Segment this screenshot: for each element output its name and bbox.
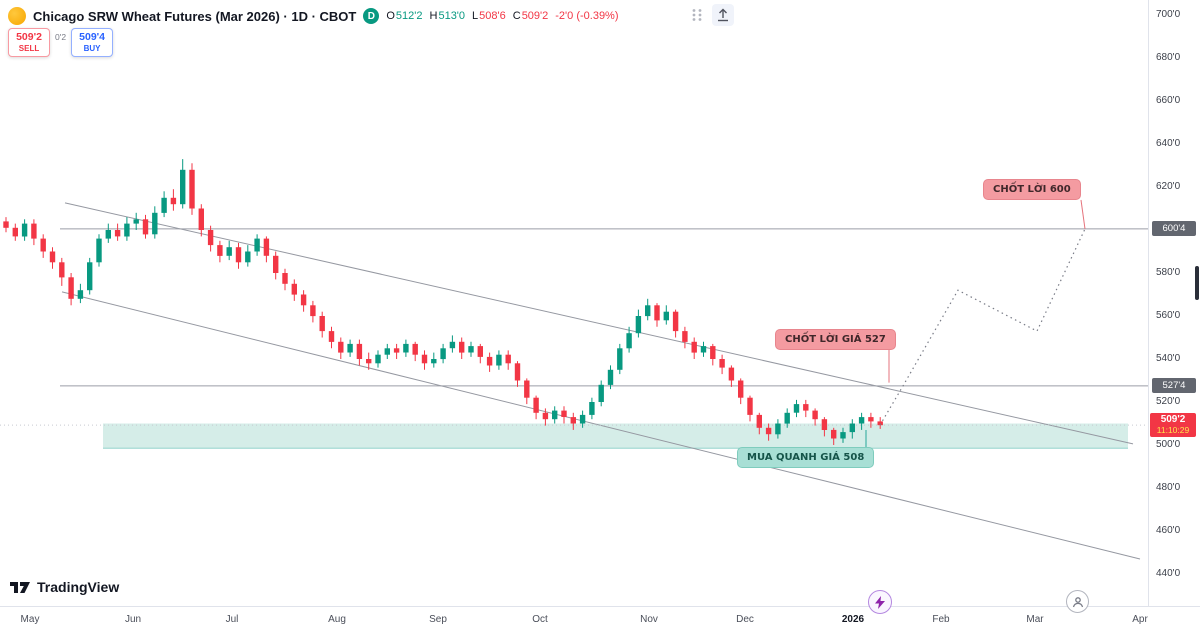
time-axis-label: Aug [328, 614, 346, 625]
time-axis-label: Jun [124, 614, 142, 625]
symbol-title[interactable]: Chicago SRW Wheat Futures (Mar 2026) · 1… [33, 8, 357, 24]
time-axis-label: Mar [1026, 614, 1044, 625]
spread-value: 0'2 [55, 32, 67, 42]
price-tick: 540'0 [1156, 353, 1181, 364]
tradingview-brand[interactable]: TradingView [10, 578, 119, 596]
ohlc-h: H513'0 [429, 10, 466, 22]
time-axis-label: Sep [429, 614, 447, 625]
ohlc-l: L508'6 [472, 10, 506, 22]
price-tick: 500'0 [1156, 439, 1181, 450]
buy-label: BUY [83, 44, 101, 53]
annotation-take-profit-527[interactable]: CHỐT LỜI GIÁ 527 [775, 329, 896, 350]
level-price-badge: 600'4 [1152, 220, 1196, 236]
current-price-badge: 509'2 11:10:29 [1150, 413, 1196, 438]
current-price: 509'2 [1160, 414, 1186, 426]
change-value: -2'0 (-0.39%) [555, 10, 619, 22]
symbol-logo [8, 7, 26, 25]
candlestick-chart[interactable] [0, 0, 1148, 606]
time-axis-label: 2026 [841, 614, 865, 625]
price-scale-scrollbar[interactable] [1195, 266, 1199, 300]
brand-name: TradingView [37, 579, 120, 595]
price-tick: 440'0 [1156, 568, 1181, 579]
price-tick: 660'0 [1156, 95, 1181, 106]
price-tick: 480'0 [1156, 482, 1181, 493]
publish-arrow-icon[interactable] [712, 4, 734, 26]
price-tick: 700'0 [1156, 9, 1181, 20]
price-scale[interactable]: 509'2 11:10:29 700'0 680'0 660'0 640'0 620'0… [1148, 0, 1200, 606]
interval-badge[interactable]: D [363, 8, 380, 24]
mini-toolbar [686, 4, 734, 26]
time-axis[interactable]: May Jun Jul Aug Sep Oct Nov Dec 2026 Feb Mar Apr [0, 606, 1200, 634]
price-tick: 580'0 [1156, 267, 1181, 278]
annotation-take-profit-600[interactable]: CHỐT LỜI 600 [983, 179, 1081, 200]
time-axis-label: Apr [1132, 614, 1148, 625]
ohlc-values: O512'2 H513'0 L508'6 C509'2 -2'0 (-0.39%) [386, 10, 618, 22]
time-axis-label: Dec [736, 614, 754, 625]
price-tick: 560'0 [1156, 310, 1181, 321]
time-axis-label: Oct [532, 614, 548, 625]
time-axis-label: Nov [640, 614, 658, 625]
level-price-badge: 527'4 [1152, 377, 1196, 393]
drag-handle-icon[interactable] [686, 4, 708, 26]
time-axis-label: Feb [932, 614, 950, 625]
tradingview-logo-icon [10, 582, 30, 593]
lightning-icon[interactable] [868, 590, 892, 614]
sell-price: 509'2 [16, 31, 42, 43]
user-icon[interactable] [1066, 590, 1089, 613]
buy-button[interactable]: 509'4 BUY [71, 28, 114, 57]
ohlc-c: C509'2 [512, 10, 549, 22]
price-tick: 640'0 [1156, 138, 1181, 149]
bar-countdown: 11:10:29 [1156, 425, 1190, 436]
sell-label: SELL [18, 44, 40, 53]
symbol-legend[interactable]: Chicago SRW Wheat Futures (Mar 2026) · 1… [8, 7, 619, 25]
annotation-buy-zone-508[interactable]: MUA QUANH GIÁ 508 [737, 447, 875, 468]
price-tick: 680'0 [1156, 52, 1181, 63]
time-axis-label: May [20, 614, 40, 625]
price-tick: 520'0 [1156, 396, 1181, 407]
trade-panel: 509'2 SELL 0'2 509'4 BUY [8, 28, 114, 57]
sell-button[interactable]: 509'2 SELL [8, 28, 50, 57]
time-axis-label: Jul [225, 614, 239, 625]
price-tick: 620'0 [1156, 181, 1181, 192]
ohlc-o: O512'2 [386, 10, 423, 22]
buy-price: 509'4 [79, 31, 105, 43]
price-tick: 460'0 [1156, 525, 1181, 536]
